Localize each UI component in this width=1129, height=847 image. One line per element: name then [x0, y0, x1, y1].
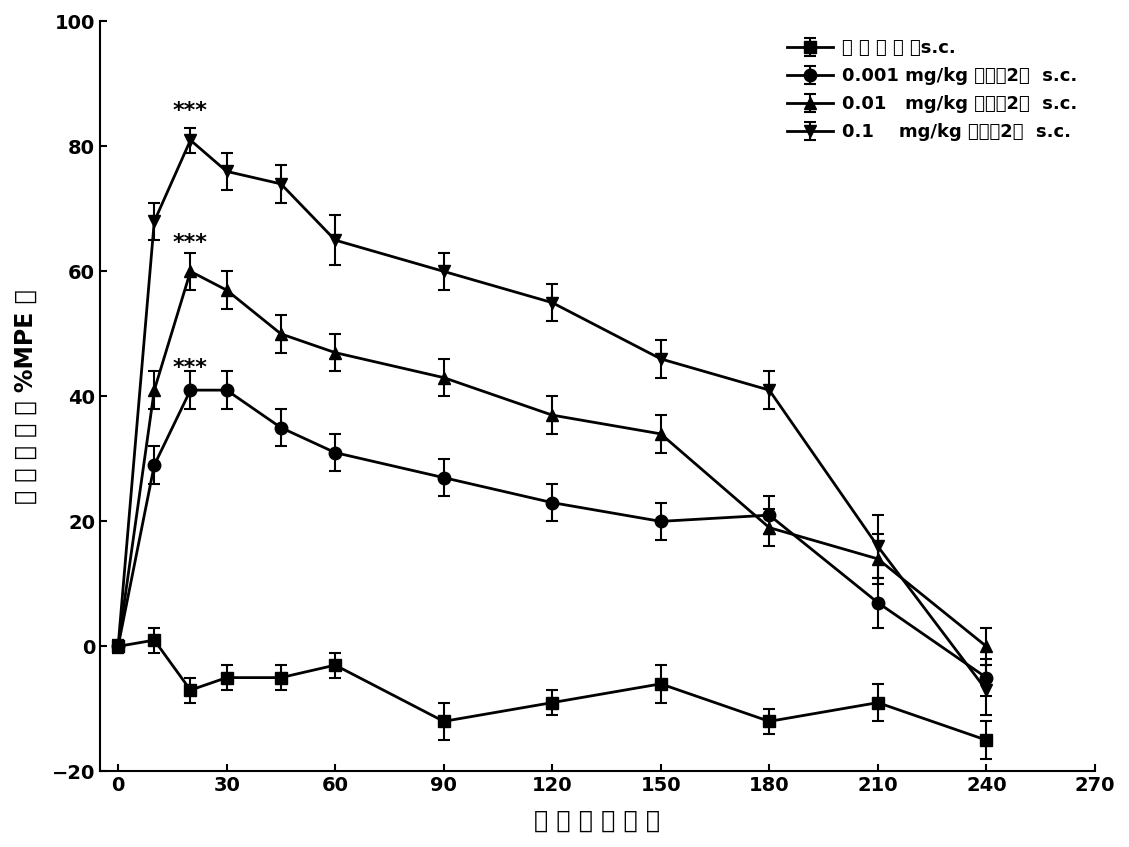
X-axis label: 时 间 （ 分 钟 ）: 时 间 （ 分 钟 ）: [534, 809, 660, 833]
Text: ***: ***: [173, 233, 208, 252]
Text: ***: ***: [173, 102, 208, 121]
Y-axis label: 镇 痛 效 应 （ %MPE ）: 镇 痛 效 应 （ %MPE ）: [14, 289, 38, 504]
Legend: 生 理 盐 水 ，s.c., 0.001 mg/kg 化合物2，  s.c., 0.01   mg/kg 化合物2，  s.c., 0.1    mg/kg 化: 生 理 盐 水 ，s.c., 0.001 mg/kg 化合物2， s.c., 0…: [778, 30, 1086, 150]
Text: ***: ***: [173, 357, 208, 378]
